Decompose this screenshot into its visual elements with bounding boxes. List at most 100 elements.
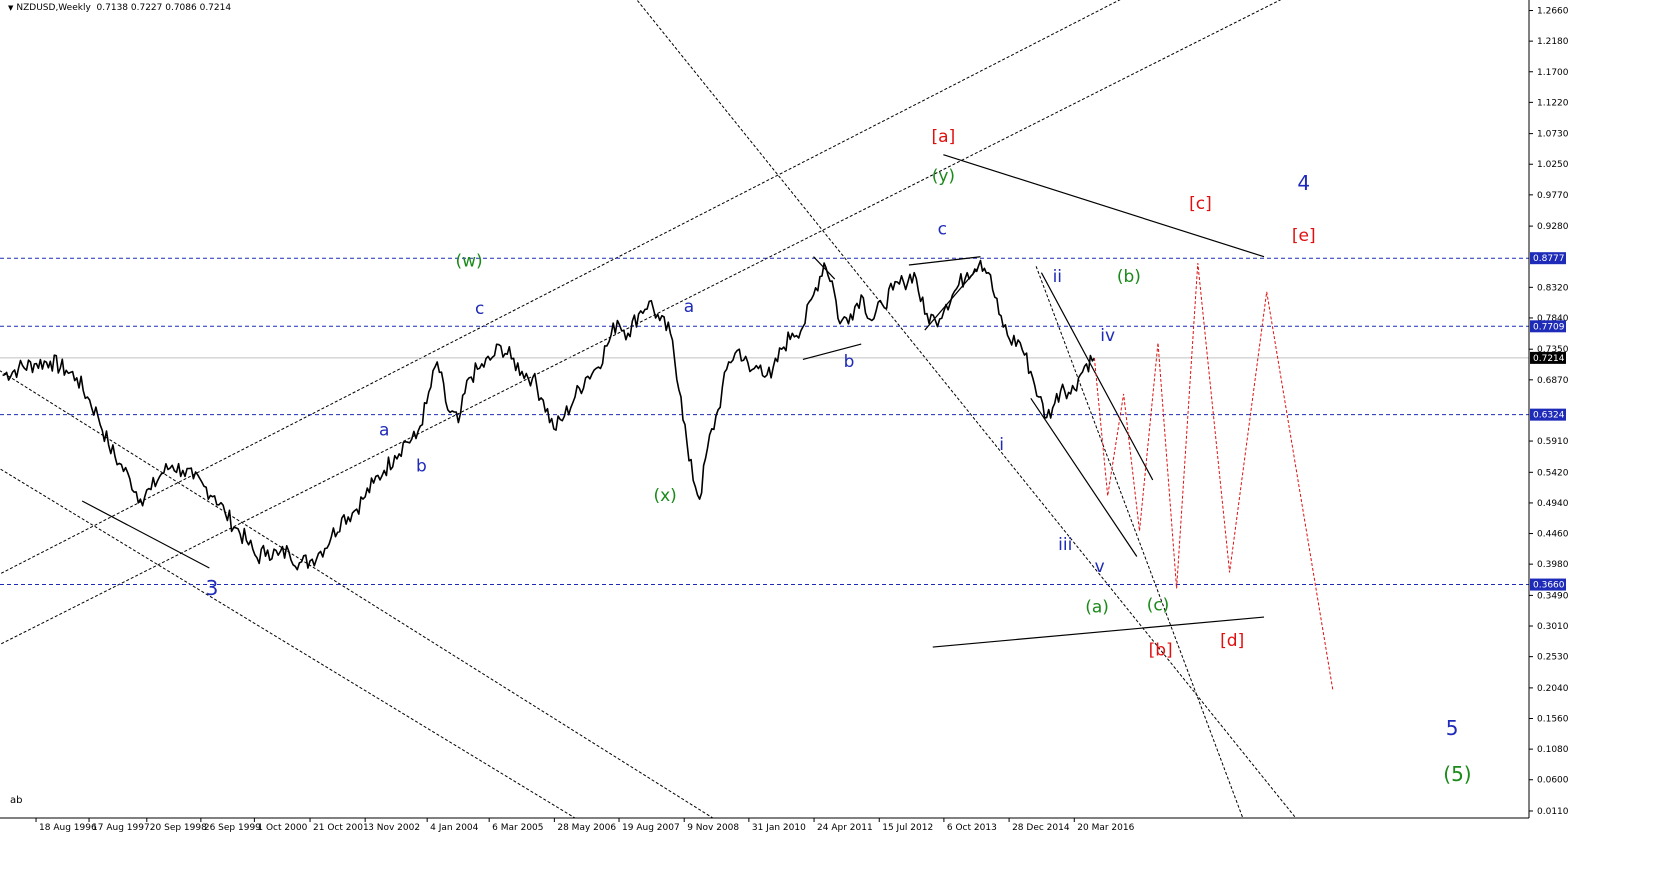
price-tick-label: 1.1220: [1537, 98, 1569, 108]
symbol-label: NZDUSD,Weekly: [16, 3, 91, 13]
price-tick-label: 1.2660: [1537, 7, 1569, 17]
price-tick-label: 0.4940: [1537, 499, 1569, 509]
price-tick-label: 0.9280: [1537, 222, 1569, 232]
wave-label-10: (y): [932, 166, 955, 186]
level-tag-3-box: [1530, 408, 1566, 421]
level-tag-4-text: 0.3660: [1533, 581, 1565, 591]
price-tick-label: 0.0110: [1537, 807, 1569, 817]
level-tag-1-box: [1530, 252, 1566, 265]
price-tick-label: 0.5420: [1537, 468, 1569, 478]
time-tick-label: 28 May 2006: [557, 823, 616, 833]
forecast-line-1[interactable]: [1093, 263, 1334, 691]
wave-label-22: [c]: [1189, 194, 1212, 214]
wave-label-11: c: [938, 219, 947, 239]
level-tag-1: 0.8777: [1530, 252, 1566, 265]
time-tick-label: 17 Aug 1997: [92, 823, 150, 833]
wave-label-14: iv: [1100, 326, 1115, 346]
time-tick-label: 31 Jan 2010: [752, 823, 806, 833]
solid-trendline-7[interactable]: [932, 616, 1265, 648]
level-tag-2: 0.7709: [1530, 320, 1566, 333]
wave-label-20: [b]: [1149, 640, 1173, 660]
wave-label-12: ii: [1053, 267, 1062, 287]
time-tick-label: 24 Apr 2011: [817, 823, 873, 833]
dashed-trendline-5[interactable]: [628, 0, 1297, 819]
wave-label-26: (5): [1443, 762, 1471, 786]
wave-label-15: i: [999, 435, 1004, 455]
time-tick-label: 18 Aug 1996: [39, 823, 97, 833]
time-tick-label: 6 Mar 2005: [492, 823, 543, 833]
current-price-tag: 0.7214: [1530, 351, 1566, 364]
wave-label-3: c: [475, 299, 484, 319]
wave-label-5: b: [416, 457, 427, 477]
solid-trendline-4[interactable]: [908, 256, 981, 266]
level-tag-1-text: 0.8777: [1533, 254, 1565, 264]
time-tick-label: 15 Jul 2012: [882, 823, 933, 833]
solid-trendline-2[interactable]: [802, 343, 862, 360]
level-tag-2-text: 0.7709: [1533, 322, 1565, 332]
dashed-trendline-6[interactable]: [1035, 266, 1244, 819]
time-tick-label: 20 Sep 1998: [150, 823, 207, 833]
level-tag-4: 0.3660: [1530, 578, 1566, 591]
ohlc-values: 0.7138 0.7227 0.7086 0.7214: [96, 3, 232, 13]
price-tick-label: 0.2530: [1537, 653, 1569, 663]
time-tick-label: 28 Dec 2014: [1012, 823, 1070, 833]
chart-header: ▼ NZDUSD,Weekly 0.7138 0.7227 0.7086 0.72…: [8, 3, 231, 13]
time-tick-label: 4 Jan 2004: [430, 823, 478, 833]
time-tick-label: 6 Oct 2013: [947, 823, 997, 833]
wave-label-23: 4: [1297, 171, 1310, 195]
dashed-trendline-2[interactable]: [0, 0, 1328, 662]
price-tick-label: 0.2040: [1537, 684, 1569, 694]
dashed-trendline-3[interactable]: [0, 349, 714, 819]
price-tick-label: 0.0600: [1537, 776, 1569, 786]
wave-label-18: (a): [1085, 598, 1109, 618]
time-tick-label: 1 Oct 2000: [257, 823, 307, 833]
dashed-trendline-4[interactable]: [0, 464, 576, 819]
price-axis: 1.2660 1.2180 1.1700 1.1220 1.0730 1.0250 0.97…: [1528, 0, 1569, 818]
price-tick-label: 0.3980: [1537, 560, 1569, 570]
time-tick-label: 26 Sep 1999: [204, 823, 261, 833]
solid-trendline-8[interactable]: [1040, 272, 1154, 481]
wave-label-2: (w): [455, 251, 482, 271]
price-tick-label: 0.1080: [1537, 745, 1569, 755]
horizontal-levels: [0, 257, 1529, 586]
wave-label-16: iii: [1058, 535, 1072, 555]
level-tag-2-box: [1530, 320, 1566, 333]
wave-label-19: (c): [1147, 596, 1170, 616]
price-tick-label: 0.6870: [1537, 376, 1569, 386]
corner-label: ab: [10, 795, 23, 806]
forecast-path: [1093, 263, 1334, 691]
price-tick-label: 1.0250: [1537, 160, 1569, 170]
price-tick-label: 0.8320: [1537, 283, 1569, 293]
time-tick-label: 21 Oct 2001: [313, 823, 369, 833]
price-tick-label: 1.0730: [1537, 130, 1569, 140]
wave-label-21: [d]: [1220, 631, 1244, 651]
level-tag-3-text: 0.6324: [1533, 411, 1565, 421]
caret-down-icon[interactable]: ▼: [8, 4, 14, 12]
price-tick-label: 1.1700: [1537, 68, 1569, 78]
wave-label-1: 3: [206, 576, 219, 600]
wave-label-8: b: [844, 352, 855, 372]
wave-label-6: (x): [653, 486, 676, 506]
price-tick-label: 0.7840: [1537, 314, 1569, 324]
level-tag-4-box: [1530, 578, 1566, 591]
current-price-tag-box: [1530, 351, 1566, 364]
price-line: [2, 259, 1096, 571]
price-tick-label: 1.2180: [1537, 37, 1569, 47]
price-tick-label: 0.7350: [1537, 345, 1569, 355]
time-tick-label: 3 Nov 2002: [368, 823, 420, 833]
dashed-trendline-1[interactable]: [0, 0, 1147, 592]
wave-label-4: a: [379, 420, 389, 440]
price-tick-label: 0.5910: [1537, 437, 1569, 447]
wave-label-17: v: [1095, 557, 1105, 577]
level-tag-3: 0.6324: [1530, 408, 1566, 421]
price-tick-label: 0.1560: [1537, 715, 1569, 725]
solid-trendline-6[interactable]: [943, 154, 1265, 258]
solid-trendline-9[interactable]: [1030, 397, 1138, 557]
time-tick-label: 9 Nov 2008: [687, 823, 739, 833]
dashed-channel-lines: [0, 0, 1328, 819]
time-tick-label: 20 Mar 2016: [1077, 823, 1134, 833]
price-tick-label: 0.9770: [1537, 191, 1569, 201]
solid-trendline-1[interactable]: [81, 500, 210, 569]
